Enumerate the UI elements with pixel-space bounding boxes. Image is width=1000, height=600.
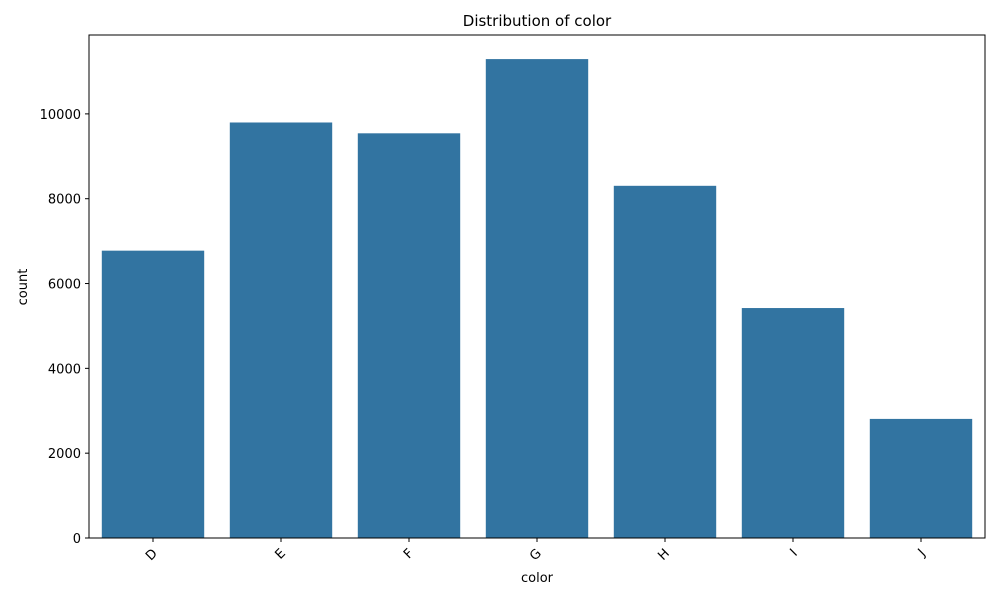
y-tick-label: 4000 xyxy=(48,362,81,377)
bar-G xyxy=(485,59,589,538)
bar-J xyxy=(869,418,973,538)
bars-layer xyxy=(101,59,973,539)
x-tick-label: E xyxy=(272,546,288,562)
y-tick-label: 8000 xyxy=(48,193,81,208)
y-axis-label: count xyxy=(16,269,31,306)
plot-frame xyxy=(88,34,986,539)
y-tick-label: 10000 xyxy=(40,108,81,123)
x-tick-label: I xyxy=(788,546,801,559)
x-axis-ticks: D E F G H I J xyxy=(143,538,929,564)
x-tick-label: F xyxy=(401,546,417,562)
x-tick-label: D xyxy=(143,546,161,564)
y-tick-label: 6000 xyxy=(48,278,81,293)
bar-D xyxy=(101,250,205,539)
x-tick-label: H xyxy=(655,546,673,564)
bar-I xyxy=(741,308,845,538)
bar-E xyxy=(229,122,333,538)
x-tick-label: G xyxy=(527,546,545,564)
y-tick-label: 2000 xyxy=(48,447,81,462)
chart-title: Distribution of color xyxy=(463,12,612,30)
bar-F xyxy=(357,133,461,538)
x-tick-label: J xyxy=(915,546,929,560)
y-tick-label: 0 xyxy=(73,532,81,547)
x-axis-label: color xyxy=(521,571,554,586)
y-axis-ticks: 0 2000 4000 6000 8000 10000 xyxy=(40,108,89,547)
bar-H xyxy=(613,185,717,538)
